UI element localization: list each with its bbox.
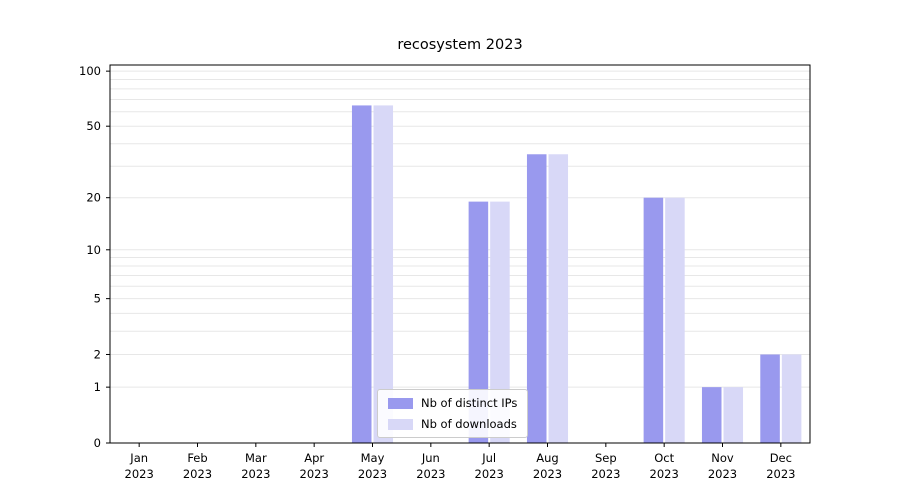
x-tick-label-month: Dec	[770, 451, 792, 465]
bar-distinct-ips-may	[351, 105, 372, 444]
x-tick-label-month: Feb	[187, 451, 207, 465]
bar-downloads-aug	[548, 154, 569, 443]
x-tick-label-month: Mar	[245, 451, 267, 465]
y-tick-label: 50	[86, 119, 101, 133]
legend-label-downloads: Nb of downloads	[421, 417, 517, 431]
bar-distinct-ips-dec	[760, 354, 780, 443]
y-tick-label: 20	[86, 191, 101, 205]
legend-swatch-distinct-ips	[388, 397, 413, 409]
x-tick-label-year: 2023	[475, 467, 504, 481]
y-tick-label: 0	[94, 436, 101, 450]
bar-downloads-oct	[665, 197, 685, 443]
x-tick-label-month: Sep	[595, 451, 617, 465]
x-tick-label-year: 2023	[416, 467, 445, 481]
x-tick-label-year: 2023	[591, 467, 620, 481]
chart-title: recosystem 2023	[397, 37, 523, 53]
x-tick-label-year: 2023	[766, 467, 795, 481]
y-tick-label: 2	[94, 347, 101, 361]
x-tick-label-month: Oct	[654, 451, 674, 465]
y-tick-label: 100	[79, 64, 101, 78]
x-tick-label-month: Aug	[536, 451, 558, 465]
x-tick-label-year: 2023	[358, 467, 387, 481]
x-tick-label-month: Apr	[304, 451, 324, 465]
legend-label-distinct-ips: Nb of distinct IPs	[421, 396, 518, 410]
legend-item-distinct-ips: Nb of distinct IPs	[388, 396, 517, 410]
x-tick-label-year: 2023	[708, 467, 737, 481]
bar-downloads-may	[373, 105, 394, 444]
y-tick-label: 1	[94, 380, 101, 394]
x-tick-label-year: 2023	[300, 467, 329, 481]
bar-downloads-jul	[490, 201, 510, 443]
x-tick-label-year: 2023	[533, 467, 562, 481]
x-tick-label-year: 2023	[241, 467, 270, 481]
x-tick-label-month: Nov	[711, 451, 734, 465]
plot-border	[109, 64, 811, 444]
bar-distinct-ips-nov	[701, 387, 722, 443]
x-tick-label-month: Jul	[481, 451, 496, 465]
legend: Nb of distinct IPs Nb of downloads	[377, 389, 529, 438]
bar-distinct-ips-oct	[643, 197, 664, 443]
bar-distinct-ips-aug	[526, 154, 547, 443]
legend-item-downloads: Nb of downloads	[388, 417, 517, 431]
x-tick-label-year: 2023	[183, 467, 212, 481]
bar-downloads-nov	[723, 387, 744, 443]
x-tick-label-year: 2023	[125, 467, 154, 481]
bar-downloads-dec	[781, 354, 802, 443]
legend-swatch-downloads	[388, 418, 413, 430]
x-tick-label-month: Jun	[421, 451, 440, 465]
bar-distinct-ips-jul	[468, 201, 489, 443]
x-tick-label-month: May	[361, 451, 385, 465]
x-tick-label-year: 2023	[650, 467, 679, 481]
x-tick-label-month: Jan	[129, 451, 148, 465]
y-tick-label: 10	[86, 243, 101, 257]
y-tick-label: 5	[94, 292, 101, 306]
